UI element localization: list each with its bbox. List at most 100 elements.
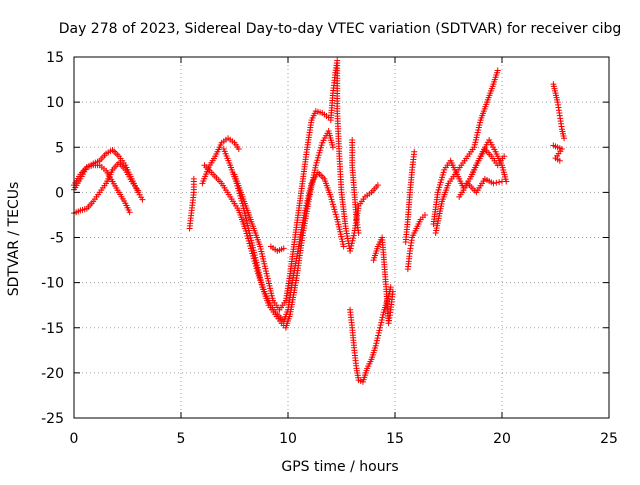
x-tick-label: 20 bbox=[493, 431, 511, 447]
data-point bbox=[245, 235, 252, 242]
data-point bbox=[350, 235, 357, 242]
data-point bbox=[347, 248, 354, 255]
data-point bbox=[135, 187, 142, 194]
data-point bbox=[327, 193, 334, 200]
series-arc-c2 bbox=[347, 284, 394, 385]
series-arc-b6 bbox=[267, 243, 287, 255]
data-point bbox=[331, 206, 338, 213]
data-point bbox=[350, 232, 357, 239]
data-point bbox=[561, 135, 568, 142]
series-arc-e1 bbox=[550, 81, 568, 142]
data-point bbox=[501, 153, 508, 160]
data-point bbox=[372, 342, 379, 349]
data-point bbox=[126, 209, 133, 216]
series-arc-e2 bbox=[550, 142, 565, 164]
data-point bbox=[439, 171, 446, 178]
data-point bbox=[317, 144, 324, 151]
data-point bbox=[314, 154, 321, 161]
data-point bbox=[494, 67, 501, 74]
data-point bbox=[316, 149, 323, 156]
data-point bbox=[349, 237, 356, 244]
y-tick-label: 15 bbox=[46, 50, 64, 66]
x-tick-label: 10 bbox=[279, 431, 297, 447]
data-point bbox=[333, 213, 340, 220]
data-point bbox=[439, 174, 446, 181]
data-point bbox=[313, 159, 320, 166]
data-point bbox=[329, 201, 336, 208]
grid-lines bbox=[74, 57, 609, 418]
data-point bbox=[377, 322, 384, 329]
y-tick-label: -15 bbox=[41, 321, 64, 337]
series-arc-d6 bbox=[469, 146, 508, 178]
data-point bbox=[244, 232, 251, 239]
data-point bbox=[355, 229, 362, 236]
series-arc-d4 bbox=[432, 67, 501, 236]
x-tick-label: 15 bbox=[386, 431, 404, 447]
y-tick-label: 10 bbox=[46, 95, 64, 111]
data-point bbox=[315, 152, 322, 159]
data-point bbox=[375, 332, 382, 339]
data-point bbox=[235, 146, 242, 153]
data-point bbox=[332, 208, 339, 215]
series-arc-b1 bbox=[186, 175, 197, 232]
data-point bbox=[328, 196, 335, 203]
data-point bbox=[340, 243, 347, 250]
data-point bbox=[380, 311, 387, 318]
data-point bbox=[375, 329, 382, 336]
data-point bbox=[280, 245, 287, 252]
y-tick-label: 0 bbox=[55, 185, 64, 201]
y-tick-label: -20 bbox=[41, 366, 64, 382]
series-arc-d1 bbox=[402, 148, 418, 246]
data-point bbox=[499, 178, 505, 185]
y-tick-label: -10 bbox=[41, 276, 64, 292]
data-point bbox=[318, 142, 325, 149]
x-axis-label: GPS time / hours bbox=[281, 459, 398, 475]
data-point bbox=[556, 157, 563, 164]
y-axis-label: SDTVAR / TECUs bbox=[6, 182, 22, 297]
series-arc-a3 bbox=[71, 159, 142, 217]
data-point bbox=[330, 203, 337, 210]
data-point bbox=[314, 157, 321, 164]
data-point bbox=[374, 335, 381, 342]
data-point bbox=[434, 189, 441, 196]
data-point bbox=[378, 317, 385, 324]
data-point bbox=[490, 180, 497, 187]
data-point bbox=[373, 337, 380, 344]
data-point bbox=[496, 179, 503, 186]
data-point bbox=[374, 182, 381, 189]
series-arc-d5 bbox=[456, 175, 505, 200]
y-tick-label: -5 bbox=[50, 231, 64, 247]
data-point bbox=[373, 340, 380, 347]
data-point bbox=[376, 327, 383, 334]
data-point bbox=[329, 144, 336, 151]
series-arc-c3 bbox=[349, 137, 362, 236]
data-point bbox=[378, 319, 385, 326]
data-point bbox=[436, 181, 443, 188]
series-arc-c4 bbox=[370, 234, 396, 327]
data-point bbox=[348, 242, 355, 249]
data-point bbox=[493, 179, 500, 186]
data-point bbox=[438, 176, 445, 183]
data-point bbox=[437, 179, 444, 186]
data-point bbox=[380, 309, 387, 316]
data-point bbox=[347, 245, 354, 252]
chart-title: Day 278 of 2023, Sidereal Day-to-day VTE… bbox=[59, 21, 622, 37]
axis-ticks: 0 5 10 15 20 25 -25 -20 -15 -10 -5 0 5 10 15 bbox=[41, 50, 618, 447]
data-point bbox=[389, 288, 396, 295]
series-arc-d2 bbox=[404, 211, 428, 273]
x-tick-label: 0 bbox=[70, 431, 79, 447]
data-point bbox=[440, 169, 447, 176]
data-point bbox=[348, 240, 355, 247]
series-arc-b5 bbox=[231, 108, 332, 313]
x-tick-label: 5 bbox=[177, 431, 186, 447]
x-tick-label: 25 bbox=[600, 431, 618, 447]
data-point bbox=[312, 162, 319, 169]
data-point bbox=[377, 324, 384, 331]
data-point bbox=[332, 211, 339, 218]
data-point bbox=[329, 198, 336, 205]
y-tick-label: -25 bbox=[41, 411, 64, 427]
data-point bbox=[436, 184, 443, 191]
data-point bbox=[435, 186, 442, 193]
